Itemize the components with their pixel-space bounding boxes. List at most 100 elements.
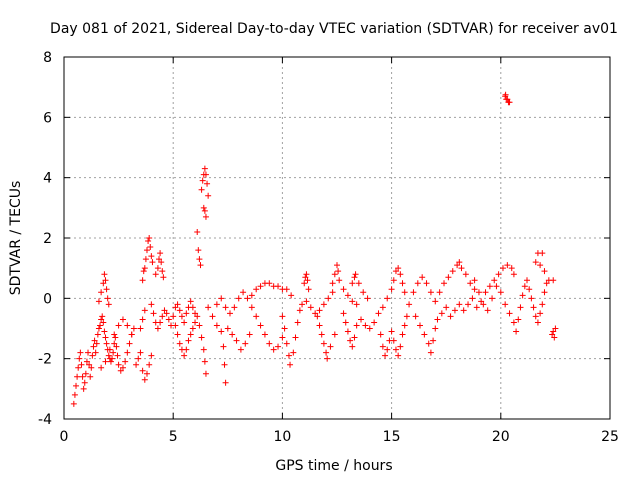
data-point (349, 298, 356, 305)
data-point (93, 340, 100, 347)
data-point (159, 268, 166, 275)
x-tick-label: 5 (169, 429, 178, 445)
data-point (137, 349, 144, 356)
data-point (427, 289, 434, 296)
y-tick-label: 2 (43, 231, 52, 247)
data-point (283, 340, 290, 347)
data-point (229, 331, 236, 338)
data-point (327, 343, 334, 350)
data-point (202, 370, 209, 377)
data-point (460, 307, 467, 314)
data-point (519, 292, 526, 299)
data-point (551, 334, 558, 341)
data-point (111, 340, 118, 347)
data-point (397, 343, 404, 350)
data-point (122, 358, 129, 365)
data-point (107, 358, 114, 365)
data-point (226, 310, 233, 317)
data-point (197, 262, 204, 269)
data-point (112, 334, 119, 341)
data-point (161, 307, 168, 314)
data-point (521, 283, 528, 290)
data-point (532, 259, 539, 266)
data-point (145, 238, 152, 245)
data-point (202, 213, 209, 220)
data-point (275, 343, 282, 350)
data-point (340, 286, 347, 293)
data-point (504, 262, 511, 269)
data-point (360, 289, 367, 296)
data-point (148, 301, 155, 308)
data-point (71, 391, 78, 398)
data-point (218, 295, 225, 302)
data-point (550, 328, 557, 335)
data-point (183, 310, 190, 317)
data-point (224, 325, 231, 332)
data-point (176, 340, 183, 347)
y-axis-label: SDTVAR / TECUs (8, 181, 24, 296)
data-point (539, 250, 546, 257)
data-point (181, 319, 188, 326)
data-point (279, 334, 286, 341)
data-point (139, 277, 146, 284)
data-point (221, 361, 228, 368)
data-point (124, 349, 131, 356)
data-point (100, 280, 107, 287)
data-point (133, 361, 140, 368)
data-point (371, 319, 378, 326)
data-point (410, 289, 417, 296)
data-point (336, 277, 343, 284)
data-point (362, 322, 369, 329)
data-point (253, 313, 260, 320)
data-point (73, 382, 80, 389)
data-point (443, 304, 450, 311)
data-point (101, 271, 108, 278)
data-point (480, 301, 487, 308)
data-point (303, 298, 310, 305)
data-point (329, 280, 336, 287)
data-point (98, 289, 105, 296)
data-point (165, 316, 172, 323)
data-point (110, 349, 117, 356)
data-point (242, 340, 249, 347)
data-point (185, 337, 192, 344)
data-point (517, 304, 524, 311)
data-point (154, 325, 161, 332)
data-point (549, 331, 556, 338)
data-point (86, 361, 93, 368)
data-point (324, 355, 331, 362)
data-point (382, 352, 389, 359)
data-point (237, 346, 244, 353)
data-point (218, 328, 225, 335)
data-point (201, 165, 208, 172)
data-point (199, 177, 206, 184)
data-point (115, 361, 122, 368)
data-point (351, 274, 358, 281)
data-point (103, 286, 110, 293)
data-point (92, 349, 99, 356)
data-point (388, 286, 395, 293)
data-point (430, 337, 437, 344)
data-point (510, 271, 517, 278)
data-point (103, 340, 110, 347)
data-point (85, 349, 92, 356)
data-point (87, 373, 94, 380)
data-point (76, 355, 83, 362)
data-point (526, 286, 533, 293)
data-point (285, 352, 292, 359)
data-point (147, 244, 154, 251)
data-point (158, 259, 165, 266)
data-point (532, 313, 539, 320)
data-point (465, 301, 472, 308)
data-point (425, 340, 432, 347)
data-point (152, 271, 159, 278)
data-point (196, 256, 203, 263)
data-point (412, 313, 419, 320)
data-point (109, 355, 116, 362)
data-point (198, 186, 205, 193)
data-point (105, 301, 112, 308)
data-point (231, 304, 238, 311)
data-point (139, 316, 146, 323)
data-point (497, 289, 504, 296)
